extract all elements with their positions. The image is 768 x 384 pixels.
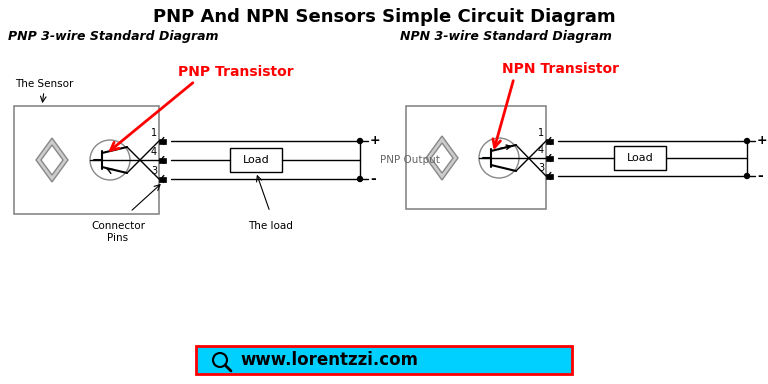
Text: Connector
Pins: Connector Pins — [91, 221, 145, 243]
Circle shape — [213, 353, 227, 367]
Text: Load: Load — [243, 155, 270, 165]
Text: -: - — [757, 169, 763, 183]
Text: 3: 3 — [538, 163, 544, 173]
Circle shape — [744, 174, 750, 179]
Circle shape — [479, 138, 519, 178]
Bar — [159, 139, 166, 144]
Text: www.lorentzzi.com: www.lorentzzi.com — [240, 351, 418, 369]
Bar — [546, 156, 553, 161]
Polygon shape — [426, 136, 458, 180]
Text: NPN 3-wire Standard Diagram: NPN 3-wire Standard Diagram — [400, 30, 612, 43]
Bar — [14, 106, 159, 214]
Text: PNP 3-wire Standard Diagram: PNP 3-wire Standard Diagram — [8, 30, 219, 43]
Circle shape — [357, 177, 362, 182]
Text: PNP Transistor: PNP Transistor — [178, 65, 293, 79]
Bar — [546, 174, 553, 179]
Bar — [159, 177, 166, 182]
Text: 4: 4 — [538, 145, 544, 155]
Polygon shape — [36, 138, 68, 182]
Bar — [230, 148, 282, 172]
Text: +: + — [370, 134, 381, 147]
Circle shape — [357, 139, 362, 144]
Text: PNP And NPN Sensors Simple Circuit Diagram: PNP And NPN Sensors Simple Circuit Diagr… — [153, 8, 615, 26]
Text: The Sensor: The Sensor — [15, 79, 73, 89]
Text: 1: 1 — [538, 128, 544, 138]
Circle shape — [90, 140, 130, 180]
Text: Load: Load — [627, 153, 654, 163]
Text: -: - — [370, 172, 376, 186]
Bar — [159, 157, 166, 162]
Circle shape — [744, 139, 750, 144]
Bar — [196, 346, 572, 374]
Bar — [614, 146, 666, 170]
Polygon shape — [41, 145, 63, 175]
Polygon shape — [431, 143, 453, 173]
Text: The load: The load — [247, 221, 293, 231]
Bar — [546, 139, 553, 144]
Text: 1: 1 — [151, 128, 157, 138]
Bar — [406, 106, 546, 209]
Text: +: + — [757, 134, 768, 147]
Text: PNP Output: PNP Output — [380, 155, 440, 165]
Text: 4: 4 — [151, 147, 157, 157]
Text: 3: 3 — [151, 166, 157, 176]
Text: NPN Transistor: NPN Transistor — [502, 62, 619, 76]
